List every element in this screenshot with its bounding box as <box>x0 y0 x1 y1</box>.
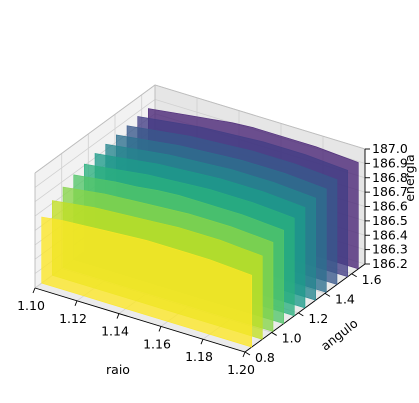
z-tick-label: 186.9 <box>372 155 408 170</box>
z-tick-label: 186.7 <box>372 184 408 199</box>
x-tick-label: 1.16 <box>143 336 171 351</box>
x-axis-label: raio <box>106 362 130 377</box>
y-tick <box>244 351 251 356</box>
x-tick-label: 1.10 <box>17 298 45 313</box>
y-tick <box>271 332 277 336</box>
x-tick <box>32 287 36 294</box>
z-tick-label: 186.5 <box>372 213 408 228</box>
y-tick-label: 1.4 <box>335 291 355 306</box>
z-axis-label: energia <box>402 154 417 201</box>
x-tick-label: 1.18 <box>185 349 213 364</box>
surface-series <box>41 108 359 348</box>
y-tick <box>298 312 304 317</box>
y-tick <box>351 273 357 278</box>
x-tick <box>200 339 204 345</box>
z-tick-label: 186.2 <box>372 256 408 271</box>
x-tick <box>116 313 120 319</box>
axis-ticks: 1.101.121.141.161.181.200.81.01.21.41.61… <box>17 141 408 377</box>
x-tick-label: 1.14 <box>101 324 129 339</box>
z-tick-label: 186.4 <box>372 227 408 242</box>
z-tick-label: 186.3 <box>372 242 408 257</box>
z-tick-label: 186.6 <box>372 199 408 214</box>
x-tick <box>242 351 246 358</box>
y-tick <box>324 292 331 297</box>
series-surface <box>41 216 252 348</box>
x-tick <box>74 300 78 306</box>
x-tick <box>158 326 162 332</box>
y-tick-label: 1.6 <box>362 272 382 287</box>
x-tick-label: 1.20 <box>227 362 255 377</box>
y-tick-label: 0.8 <box>255 350 275 365</box>
z-tick-label: 187.0 <box>372 141 408 156</box>
y-tick-label: 1.2 <box>308 311 328 326</box>
x-tick-label: 1.12 <box>59 311 87 326</box>
y-tick-label: 1.0 <box>282 330 302 345</box>
z-tick-label: 186.8 <box>372 170 408 185</box>
